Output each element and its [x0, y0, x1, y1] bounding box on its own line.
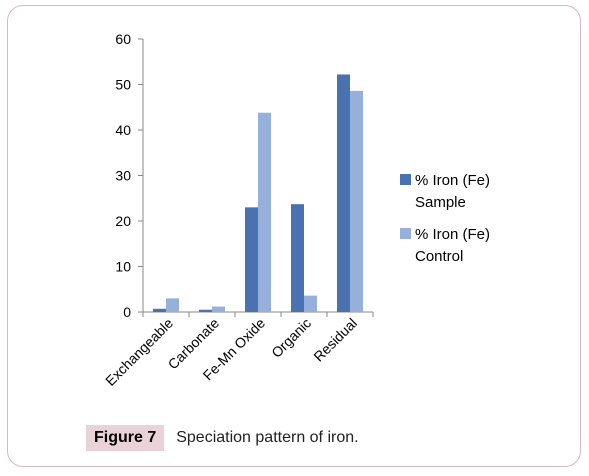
x-tick-label: Exchangeable [102, 315, 176, 389]
legend-swatch-control [400, 228, 411, 239]
y-tick-label: 50 [115, 77, 131, 93]
bar-control-carbonate [212, 306, 225, 312]
bar-control-exchangeable [166, 298, 179, 312]
legend-label: % Iron (Fe) [415, 226, 490, 243]
bar-control-organic [304, 295, 317, 312]
y-tick-label: 0 [123, 304, 131, 320]
y-tick-label: 10 [115, 259, 131, 275]
y-axis: 0 10 20 30 40 50 60 [115, 31, 144, 320]
y-tick-label: 30 [115, 168, 131, 184]
figure-caption-text: Speciation pattern of iron. [176, 429, 359, 446]
bar-sample-residual [337, 74, 350, 313]
bar-sample-exchangeable [153, 308, 166, 312]
bars [153, 74, 363, 313]
x-tick-label: Organic [268, 315, 314, 361]
y-tick-label: 40 [115, 122, 131, 138]
legend-label: Sample [415, 194, 466, 211]
y-tick-label: 20 [115, 213, 131, 229]
figure-label: Figure 7 [86, 425, 165, 451]
bar-control-residual [350, 90, 363, 313]
legend-label: Control [415, 248, 463, 265]
bar-sample-fe-mn-oxide [245, 207, 258, 312]
legend-swatch-sample [400, 174, 411, 185]
figure-caption: Figure 7 Speciation pattern of iron. [86, 424, 359, 452]
y-tick-label: 60 [115, 31, 131, 47]
bar-sample-carbonate [199, 309, 212, 312]
bar-sample-organic [291, 204, 304, 312]
bar-control-fe-mn-oxide [258, 112, 271, 313]
legend-label: % Iron (Fe) [415, 172, 490, 189]
legend: % Iron (Fe) Sample % Iron (Fe) Control [400, 172, 490, 265]
x-tick-label: Residual [310, 315, 360, 365]
